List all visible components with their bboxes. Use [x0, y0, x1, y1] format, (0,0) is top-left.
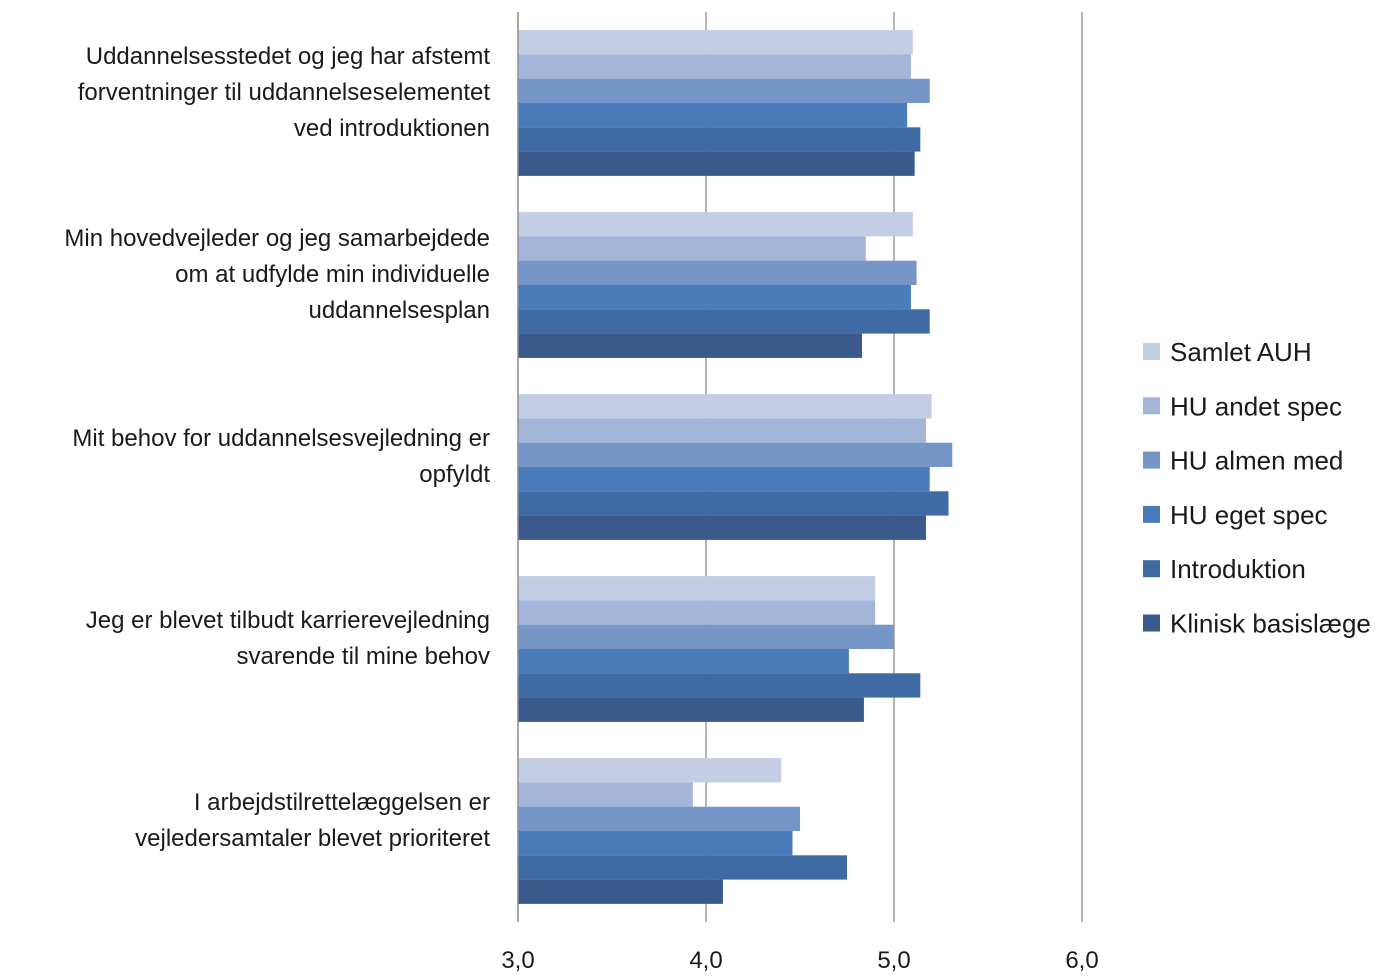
- bar: [518, 442, 953, 467]
- bar: [518, 673, 921, 698]
- bar: [518, 600, 876, 625]
- category-label: Mit behov for uddannelsesvejledning er op…: [72, 425, 490, 488]
- x-tick-label: 5,0: [877, 947, 910, 974]
- bar: [518, 212, 913, 237]
- legend-label: Klinisk basislæge: [1170, 609, 1371, 639]
- bar: [518, 236, 866, 261]
- bar: [518, 576, 876, 601]
- legend: Samlet AUH HU andet spec HU almen med HU eg…: [1143, 337, 1371, 639]
- axis-layer: 3,0 4,0 5,0 6,0: [501, 12, 1099, 974]
- bar: [518, 515, 926, 540]
- bar: [518, 394, 932, 419]
- bar: [518, 333, 863, 358]
- legend-label: Samlet AUH: [1170, 337, 1312, 367]
- bar: [518, 491, 949, 516]
- legend-label: HU almen med: [1170, 446, 1343, 476]
- bar: [518, 285, 911, 310]
- bar: [518, 624, 894, 649]
- x-tick-label: 6,0: [1065, 947, 1098, 974]
- bar: [518, 879, 723, 904]
- legend-label: HU andet spec: [1170, 391, 1342, 421]
- bar: [518, 758, 782, 783]
- category-label: Uddannelsesstedet og jeg har afstemt forv…: [78, 43, 491, 142]
- bar: [518, 103, 908, 128]
- bar: [518, 855, 847, 880]
- category-labels: Uddannelsesstedet og jeg har afstemt forv…: [64, 43, 490, 852]
- legend-swatch: [1143, 614, 1160, 632]
- legend-swatch: [1143, 343, 1160, 360]
- bar-layer: [518, 30, 953, 904]
- bar: [518, 831, 793, 856]
- bar: [518, 30, 913, 55]
- legend-swatch: [1143, 397, 1160, 415]
- legend-swatch: [1143, 451, 1160, 469]
- bar: [518, 260, 917, 285]
- bar: [518, 309, 930, 334]
- legend-swatch: [1143, 505, 1160, 523]
- bar: [518, 697, 864, 722]
- bar: [518, 151, 915, 176]
- bar: [518, 806, 800, 831]
- category-label: Min hovedvejleder og jeg samarbejdede om …: [64, 225, 490, 324]
- bar: [518, 649, 849, 674]
- x-tick-label: 4,0: [689, 947, 722, 974]
- category-label: I arbejdstilrettelæggelsen er vejledersam…: [135, 789, 490, 852]
- category-label: Jeg er blevet tilbudt karrierevejledning…: [86, 607, 490, 670]
- legend-label: Introduktion: [1170, 554, 1306, 584]
- bar: [518, 127, 921, 152]
- x-tick-label: 3,0: [501, 947, 534, 974]
- bar: [518, 78, 930, 103]
- bar: [518, 418, 926, 443]
- bar: [518, 54, 911, 79]
- bar: [518, 467, 930, 492]
- legend-label: HU eget spec: [1170, 500, 1328, 530]
- bar: [518, 782, 693, 807]
- legend-swatch: [1143, 560, 1160, 578]
